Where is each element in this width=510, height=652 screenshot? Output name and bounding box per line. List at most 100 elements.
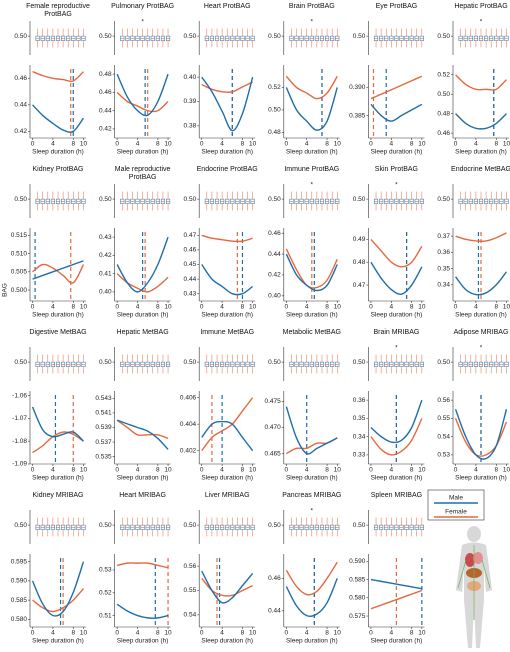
- y-tick-label: 0.50: [268, 522, 281, 529]
- x-tick-label: 0: [31, 630, 35, 637]
- y-tick-label: 0.515: [11, 232, 28, 239]
- x-tick-label: 10: [249, 467, 257, 474]
- x-axis-label: Sleep duration (h): [117, 638, 169, 645]
- y-tick-label: 0.40: [268, 293, 281, 300]
- panel-title: Heart MRIBAG: [119, 492, 166, 499]
- female-curve: [286, 437, 338, 455]
- panel-title: Kidney MRIBAG: [32, 492, 84, 499]
- y-tick-label: 0.46: [268, 575, 281, 582]
- x-axis-label: Sleep duration (h): [455, 312, 507, 319]
- x-tick-label: 10: [334, 467, 342, 474]
- y-tick-label: 0.50: [268, 359, 281, 366]
- x-tick-label: 4: [389, 141, 393, 148]
- y-tick-label: 0.541: [95, 410, 112, 417]
- panel-title: Adipose MRIBAG: [453, 329, 509, 336]
- y-tick-label: 0.39: [184, 98, 197, 105]
- male-curve: [201, 264, 254, 296]
- x-tick-label: 8: [241, 141, 245, 148]
- x-tick-label: 4: [220, 141, 224, 148]
- significance-mark: *: [311, 508, 314, 515]
- male-curve: [454, 271, 508, 296]
- panel-title: Endocrine MetBAG: [451, 166, 510, 173]
- male-curve: [201, 420, 254, 452]
- male-curve: [370, 578, 422, 590]
- y-tick-label: 0.50: [353, 359, 366, 366]
- x-tick-label: 4: [389, 304, 393, 311]
- panel-title: Pulmonary ProtBAG: [111, 3, 175, 10]
- x-axis-label: Sleep duration (h): [371, 312, 423, 319]
- female-curve: [285, 561, 338, 596]
- y-tick-label: 0.50: [184, 522, 197, 529]
- x-axis-label: Sleep duration (h): [117, 475, 169, 482]
- x-axis-label: Sleep duration (h): [201, 312, 253, 319]
- x-tick-label: 0: [454, 141, 458, 148]
- x-axis-label: Sleep duration (h): [286, 312, 338, 319]
- x-tick-label: 10: [503, 467, 510, 474]
- y-tick-label: 0.510: [11, 250, 28, 257]
- x-tick-label: 0: [115, 467, 119, 474]
- y-tick-label: 0.50: [437, 33, 450, 40]
- x-tick-label: 10: [249, 630, 257, 637]
- y-tick-label: 0.49: [353, 236, 366, 243]
- panel-title: Skin ProtBAG: [374, 166, 418, 173]
- male-curve: [116, 236, 169, 293]
- y-tick-label: 0.475: [265, 398, 282, 405]
- significance-mark: *: [480, 19, 483, 26]
- y-tick-label: 0.52: [437, 71, 450, 78]
- y-tick-label: 0.50: [99, 522, 112, 529]
- y-tick-label: 0.43: [184, 290, 197, 297]
- y-tick-label: 0.55: [184, 587, 197, 594]
- male-curve: [370, 399, 423, 444]
- x-tick-label: 8: [410, 141, 414, 148]
- y-tick-label: -1.07: [12, 415, 27, 422]
- x-tick-label: 8: [325, 467, 329, 474]
- x-tick-label: 0: [369, 630, 373, 637]
- y-tick-label: 0.44: [184, 276, 197, 283]
- x-tick-label: 10: [249, 304, 257, 311]
- female-curve: [116, 562, 169, 569]
- y-tick-label: 0.44: [99, 107, 112, 114]
- x-tick-label: 8: [410, 630, 414, 637]
- y-tick-label: 0.580: [11, 616, 28, 623]
- x-tick-label: 10: [503, 141, 510, 148]
- female-curve: [370, 589, 423, 610]
- panel-title: Pancreas MRIBAG: [282, 492, 342, 499]
- y-tick-label: 0.590: [11, 578, 28, 585]
- x-tick-label: 4: [220, 630, 224, 637]
- x-tick-label: 4: [305, 630, 309, 637]
- y-tick-label: 0.50: [99, 196, 112, 203]
- male-curve: [370, 261, 423, 295]
- y-tick-label: -1.08: [12, 438, 27, 445]
- male-curve: [31, 561, 85, 617]
- y-tick-label: 0.53: [99, 567, 112, 574]
- x-tick-label: 10: [164, 630, 172, 637]
- panel-title: Hepatic ProtBAG: [454, 3, 508, 10]
- y-tick-label: 0.590: [349, 558, 366, 565]
- y-tick-label: 0.535: [95, 453, 112, 460]
- y-tick-label: 0.54: [184, 612, 197, 619]
- male-curve: [201, 76, 254, 132]
- x-tick-label: 10: [418, 141, 426, 148]
- x-tick-label: 8: [494, 467, 498, 474]
- x-tick-label: 8: [241, 467, 245, 474]
- x-tick-label: 0: [200, 304, 204, 311]
- x-tick-label: 0: [31, 141, 35, 148]
- x-tick-label: 10: [334, 141, 342, 148]
- x-tick-label: 10: [80, 141, 88, 148]
- y-tick-label: 0.43: [99, 234, 112, 241]
- y-tick-label: 0.34: [437, 281, 450, 288]
- x-tick-label: 4: [474, 304, 478, 311]
- x-axis-label: Sleep duration (h): [286, 149, 338, 156]
- male-curve: [31, 406, 84, 442]
- x-tick-label: 8: [325, 304, 329, 311]
- y-tick-label: 0.50: [353, 522, 366, 529]
- panel-title: Eye ProtBAG: [375, 3, 418, 10]
- y-tick-label: 0.48: [437, 110, 450, 117]
- female-curve: [32, 263, 85, 284]
- y-tick-label: 0.50: [184, 196, 197, 203]
- y-tick-label: 0.42: [268, 272, 281, 279]
- y-tick-label: 0.42: [99, 252, 112, 259]
- x-tick-label: 0: [285, 141, 289, 148]
- y-tick-label: 0.51: [99, 612, 112, 619]
- y-tick-label: 0.38: [184, 123, 197, 130]
